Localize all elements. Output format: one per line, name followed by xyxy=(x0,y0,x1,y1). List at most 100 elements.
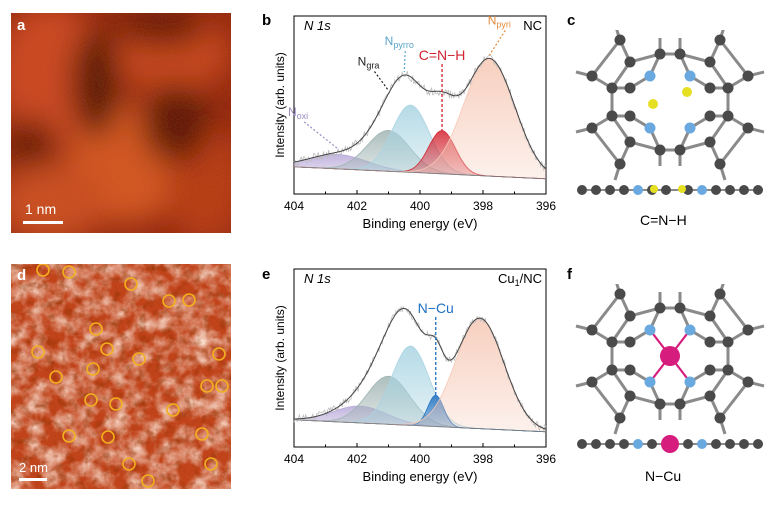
carbon-atom xyxy=(586,376,598,388)
carbon-atom xyxy=(614,158,626,170)
side-view-atom xyxy=(697,439,707,449)
carbon-atom xyxy=(654,398,666,410)
carbon-atom xyxy=(586,70,598,82)
background-line xyxy=(293,419,547,433)
carbon-atom xyxy=(722,364,734,376)
carbon-atom xyxy=(624,364,636,376)
carbon-atom xyxy=(624,82,636,94)
single-atom-marker xyxy=(89,322,103,336)
x-tick-label: 400 xyxy=(410,199,430,213)
nitrogen-atom xyxy=(684,376,696,388)
carbon-atom xyxy=(742,324,754,336)
hydrogen-atom xyxy=(682,87,692,97)
panel-label-a: a xyxy=(17,17,26,34)
raw-data-line xyxy=(293,305,547,432)
carbon-atom xyxy=(742,376,754,388)
panel-label-e: e xyxy=(262,266,271,283)
single-atom-marker xyxy=(204,457,218,471)
bond xyxy=(590,127,622,165)
panel-label-d: d xyxy=(17,267,27,284)
single-atom-marker xyxy=(122,457,136,471)
nitrogen-atom xyxy=(684,324,696,336)
single-atom-marker xyxy=(49,370,63,384)
carbon-atom xyxy=(586,324,598,336)
carbon-atom xyxy=(722,82,734,94)
single-atom-marker xyxy=(200,379,214,393)
side-view-atom xyxy=(619,439,629,449)
nitrogen-atom xyxy=(644,70,656,82)
side-view-atom xyxy=(683,439,693,449)
side-view-atom xyxy=(739,185,749,195)
side-view-atom xyxy=(605,439,615,449)
chart-e-sample-label: Cu1/NC xyxy=(498,271,542,288)
peak-annotation-line xyxy=(403,51,406,73)
component-peak-fill xyxy=(294,130,546,179)
caption-f: N−Cu xyxy=(645,468,682,484)
side-view-atom xyxy=(647,439,657,449)
carbon-atom xyxy=(614,34,626,46)
carbon-atom xyxy=(674,48,686,60)
single-atom-marker xyxy=(101,430,115,444)
x-axis-label: Binding energy (eV) xyxy=(363,469,478,484)
copper-atom-side xyxy=(661,435,679,453)
x-tick-label: 402 xyxy=(347,199,367,213)
bond xyxy=(718,293,750,331)
molecule-structure-f xyxy=(575,284,765,453)
single-atom-marker xyxy=(212,347,226,361)
bond xyxy=(718,127,750,165)
carbon-atom xyxy=(704,110,716,122)
peak-annotation-line xyxy=(303,121,339,150)
side-view-atom xyxy=(697,185,707,195)
single-atom-marker xyxy=(31,345,45,359)
panel-label-c: c xyxy=(567,12,576,29)
bond xyxy=(590,381,622,419)
single-atom-marker xyxy=(162,294,176,308)
stm-image-a xyxy=(11,13,231,233)
carbon-atom xyxy=(722,110,734,122)
carbon-atom xyxy=(654,302,666,314)
carbon-atom xyxy=(714,288,726,300)
x-tick-label: 404 xyxy=(284,199,304,213)
side-view-atom xyxy=(577,439,587,449)
side-view-atom xyxy=(725,439,735,449)
panel-label-b: b xyxy=(262,12,272,29)
side-view-atom xyxy=(577,185,587,195)
peak-annotation-label: Npyri xyxy=(488,13,511,29)
single-atom-marker xyxy=(132,352,146,366)
chart-b-sample-label: NC xyxy=(523,18,542,33)
carbon-atom xyxy=(704,136,716,148)
single-atom-marker xyxy=(62,429,76,443)
scale-bar-d xyxy=(19,478,47,481)
side-view-atom xyxy=(725,185,735,195)
peak-annotation-line xyxy=(488,30,506,56)
carbon-atom xyxy=(742,122,754,134)
side-view-atom xyxy=(633,439,643,449)
carbon-atom xyxy=(606,336,618,348)
bond xyxy=(718,39,750,77)
carbon-atom xyxy=(606,82,618,94)
carbon-atom xyxy=(624,56,636,68)
carbon-atom xyxy=(742,70,754,82)
side-view-atom xyxy=(711,185,721,195)
side-view-atom xyxy=(739,439,749,449)
peak-annotation-label: C=N−H xyxy=(419,47,466,63)
component-peak-fill xyxy=(294,58,546,179)
single-atom-marker xyxy=(100,342,114,356)
background-line xyxy=(293,166,547,180)
carbon-atom xyxy=(624,310,636,322)
x-axis-label: Binding energy (eV) xyxy=(363,216,478,231)
peak-annotation-label: Npyrro xyxy=(385,34,414,50)
single-atom-marker xyxy=(109,397,123,411)
x-tick-label: 402 xyxy=(347,452,367,466)
peak-annotation-label: N−Cu xyxy=(418,300,454,316)
bond xyxy=(590,39,622,77)
y-axis-label: Intensity (arb. units) xyxy=(273,305,287,410)
chart-e-spectrum-label: N 1s xyxy=(304,271,331,286)
side-view-atom xyxy=(605,185,615,195)
component-peak-fill xyxy=(294,376,546,432)
side-view-atom xyxy=(711,439,721,449)
carbon-atom xyxy=(606,364,618,376)
bond xyxy=(718,381,750,419)
side-view-atom xyxy=(633,185,643,195)
stm-image-d xyxy=(11,264,231,489)
